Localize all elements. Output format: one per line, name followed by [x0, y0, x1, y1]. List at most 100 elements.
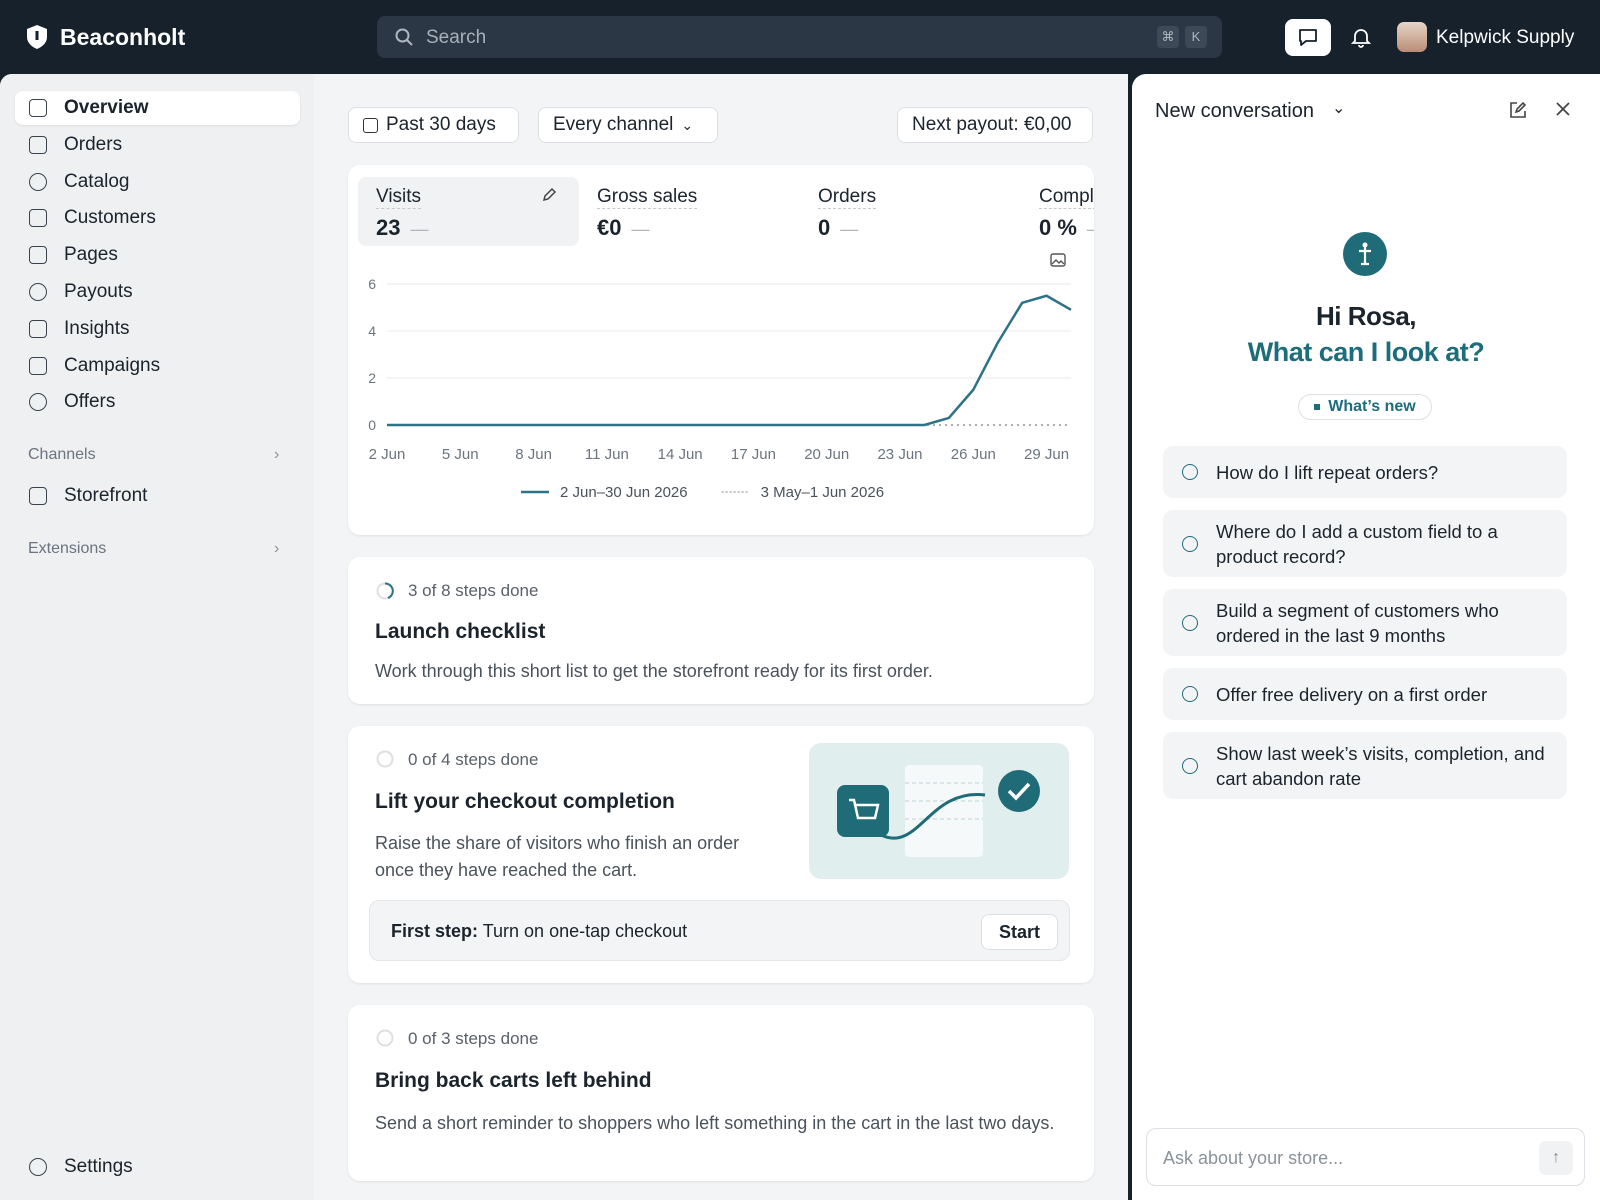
label: Next payout: €0,00: [912, 114, 1072, 135]
checklist-card[interactable]: 3 of 8 steps done Launch checklist Work …: [348, 557, 1094, 704]
account-name[interactable]: Kelpwick Supply: [1436, 27, 1575, 48]
x-tick-label: 23 Jun: [877, 446, 922, 463]
chevron: ⌄: [1332, 100, 1346, 117]
avatar[interactable]: [1397, 22, 1427, 52]
nav-item[interactable]: Insights: [15, 312, 300, 346]
metric-value: 0: [818, 215, 831, 240]
suggestion-text: How do I lift repeat orders?: [1216, 461, 1439, 483]
icon: [29, 1158, 47, 1176]
icon: [29, 246, 47, 265]
icon: [29, 487, 47, 505]
nav-label: Insights: [64, 317, 130, 339]
suggestion[interactable]: Build a segment of customers who ordered…: [1163, 589, 1567, 656]
section-heading[interactable]: Channels: [28, 446, 96, 463]
x-tick-label: 8 Jun: [515, 446, 552, 463]
section-heading[interactable]: Extensions: [28, 540, 107, 557]
channel-filter[interactable]: Every channel ⌄: [538, 107, 718, 143]
progress-ring: [376, 1029, 394, 1047]
send-button[interactable]: ↑: [1539, 1141, 1573, 1175]
nav-item[interactable]: Payouts: [15, 275, 300, 309]
assistant-avatar: [1343, 232, 1387, 276]
y-tick-label: 4: [368, 323, 376, 339]
metric-label[interactable]: Completion: [1039, 186, 1094, 209]
metric-label[interactable]: Orders: [818, 186, 877, 209]
new-chat-button[interactable]: [1509, 101, 1527, 119]
date-filter[interactable]: Past 30 days: [348, 107, 519, 143]
x-tick-label: 29 Jun: [1024, 446, 1069, 463]
nav-label: Catalog: [64, 170, 130, 192]
suggestion[interactable]: How do I lift repeat orders?: [1163, 446, 1567, 498]
nav-item[interactable]: Storefront: [15, 479, 300, 513]
metric-label[interactable]: Visits: [376, 186, 422, 209]
metric-value: 0 %: [1039, 215, 1077, 240]
nav-item[interactable]: Customers: [15, 201, 300, 235]
legend-label: 3 May–1 Jun 2026: [761, 484, 884, 501]
metric-row: 23 —: [376, 215, 428, 241]
nav-label: Pages: [64, 244, 118, 266]
icon: [29, 99, 47, 117]
suggestion[interactable]: Show last week’s visits, completion, and…: [1163, 732, 1567, 799]
card-title: Lift your checkout completion: [375, 790, 675, 813]
nav-label: Settings: [64, 1156, 133, 1177]
nav-item[interactable]: Campaigns: [15, 349, 300, 383]
series-line: [387, 294, 1072, 427]
nav-item[interactable]: Overview: [15, 91, 300, 125]
first-step: First step: Turn on one-tap checkout Sta…: [369, 900, 1070, 961]
suggestion-text: Show last week’s visits, completion, and…: [1216, 742, 1545, 789]
chat-input[interactable]: Ask about your store... ↑: [1146, 1128, 1585, 1186]
icon: [1182, 464, 1198, 480]
suggestion[interactable]: Where do I add a custom field to a produ…: [1163, 510, 1567, 577]
label: Past 30 days: [386, 114, 496, 135]
nav-item[interactable]: Catalog: [15, 165, 300, 199]
metric-row: 0 % —: [1039, 215, 1094, 241]
label: What’s new: [1328, 398, 1416, 415]
brand-logo: [27, 25, 47, 49]
nav-item[interactable]: Orders: [15, 128, 300, 162]
metric-change: —: [840, 219, 859, 239]
icon: [29, 209, 47, 228]
checklist-card[interactable]: 0 of 3 steps done Bring back carts left …: [348, 1005, 1094, 1181]
checklist-card[interactable]: 0 of 4 steps done Lift your checkout com…: [348, 726, 1094, 983]
line-chart: 0 2 4 6 2 Jun 5 Jun 8 Jun 11 Jun 14 Jun 17 Jun 20 …: [368, 276, 1072, 501]
payout[interactable]: Next payout: €0,00: [897, 107, 1093, 143]
first-step-label: First step:: [391, 921, 479, 941]
icon: [29, 172, 47, 191]
nav-label: Payouts: [64, 281, 133, 302]
y-tick-label: 0: [368, 417, 376, 433]
metric-row: €0 —: [597, 215, 649, 241]
suggestion[interactable]: Offer free delivery on a first order: [1163, 668, 1567, 720]
progress: 0 of 4 steps done: [408, 750, 539, 769]
card-description: Send a short reminder to shoppers who le…: [375, 1113, 1055, 1133]
nav-item[interactable]: Settings: [15, 1150, 300, 1184]
chevron: ›: [274, 446, 280, 463]
metric-tile-active[interactable]: [358, 177, 579, 246]
metrics-card: 0 2 4 6 2 Jun 5 Jun 8 Jun 11 Jun 14 Jun 17 Jun 20 …: [348, 165, 1094, 535]
metric-change: —: [631, 219, 650, 239]
notifications-button[interactable]: [1351, 27, 1371, 48]
start-button[interactable]: Start: [981, 914, 1058, 950]
nav-label: Campaigns: [64, 354, 161, 376]
nav-item[interactable]: Offers: [15, 385, 300, 419]
nav-item[interactable]: Pages: [15, 238, 300, 272]
progress: 3 of 8 steps done: [408, 581, 539, 600]
icon: [1182, 535, 1198, 552]
chat-title[interactable]: New conversation: [1155, 100, 1314, 122]
chevron: ⌄: [681, 116, 694, 133]
chat-button[interactable]: [1285, 19, 1331, 56]
metric-row: 0—: [818, 215, 858, 241]
close-button[interactable]: [1555, 101, 1571, 117]
prompt: What can I look at?: [1247, 337, 1485, 367]
icon: [29, 356, 47, 375]
x-tick-label: 17 Jun: [731, 446, 776, 463]
icon: [1182, 614, 1198, 631]
whats-new-badge[interactable]: What’s new: [1298, 394, 1432, 420]
nav-label: Storefront: [64, 485, 148, 506]
search-box[interactable]: Search ⌘ K: [377, 16, 1222, 58]
edit-icon[interactable]: [541, 187, 557, 203]
kbd: ⌘: [1157, 26, 1179, 48]
metric-label[interactable]: Gross sales: [597, 186, 698, 209]
nav-label: Orders: [64, 133, 123, 155]
brand[interactable]: Beaconholt: [60, 24, 186, 50]
card-description: Raise the share of visitors who finish a…: [375, 833, 740, 880]
